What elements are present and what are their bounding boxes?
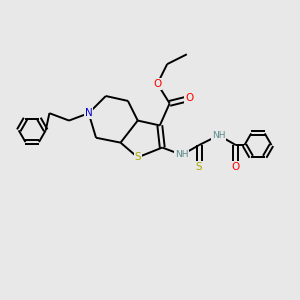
Text: O: O bbox=[232, 162, 240, 172]
Text: NH: NH bbox=[212, 131, 226, 140]
Text: S: S bbox=[196, 162, 202, 172]
Text: O: O bbox=[185, 94, 194, 103]
Text: NH: NH bbox=[175, 150, 189, 159]
Text: O: O bbox=[153, 79, 161, 89]
Text: S: S bbox=[134, 152, 141, 162]
Text: N: N bbox=[85, 108, 92, 118]
